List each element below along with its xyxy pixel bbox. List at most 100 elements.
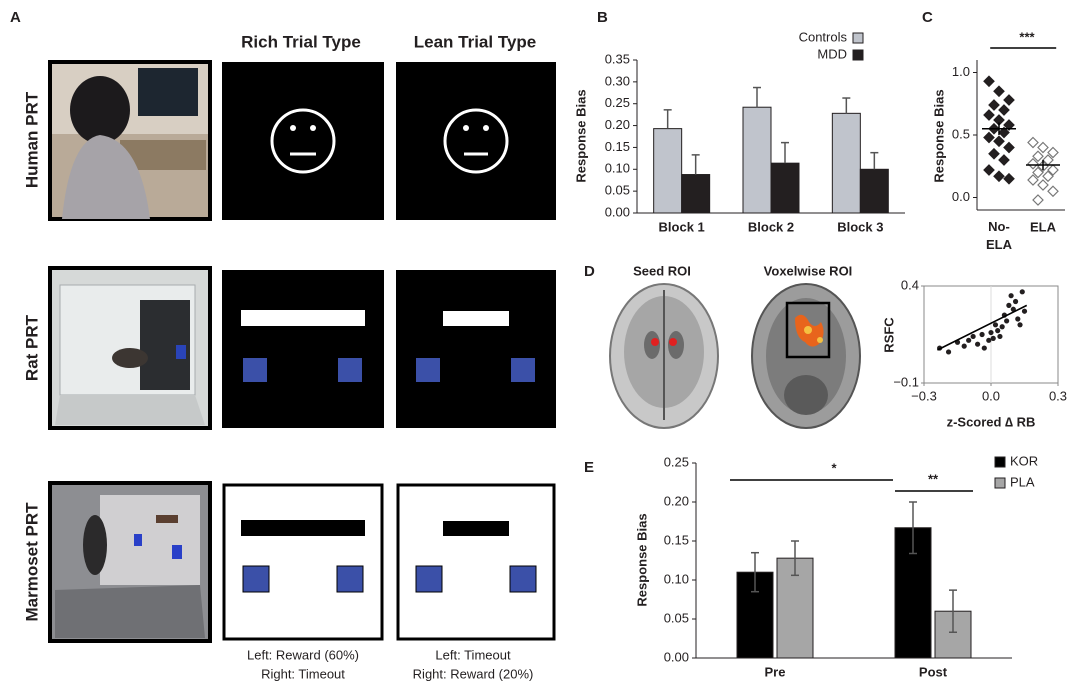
image-title: Seed ROI (633, 263, 691, 278)
stimulus-screen (224, 485, 382, 639)
panel-letter: D (584, 263, 595, 280)
y-tick-label: 0.0 (952, 189, 970, 204)
photo-rat (50, 268, 210, 428)
data-point (946, 349, 951, 354)
data-point (1048, 186, 1058, 196)
y-tick-label: 0.00 (664, 649, 689, 664)
y-tick-label: 0.05 (605, 183, 630, 198)
data-point (1000, 324, 1005, 329)
bar (860, 169, 888, 213)
y-tick-label: 0.4 (901, 277, 919, 292)
significance-label: * (831, 460, 837, 475)
data-point (986, 338, 991, 343)
y-tick-label: −0.1 (893, 374, 919, 389)
y-tick-label: 0.5 (952, 126, 970, 141)
row-label: Human PRT (22, 91, 41, 188)
data-point (1017, 322, 1022, 327)
y-tick-label: 0.20 (664, 493, 689, 508)
data-point (999, 105, 1009, 115)
bar (743, 107, 771, 213)
y-tick-label: 0.10 (664, 571, 689, 586)
bar (682, 175, 710, 213)
y-tick-label: 0.20 (605, 117, 630, 132)
data-point (994, 86, 1004, 96)
data-point (1004, 174, 1014, 184)
x-tick-label: Post (919, 664, 948, 679)
data-point (1009, 293, 1014, 298)
data-point (1004, 318, 1009, 323)
stimulus-screen (398, 485, 554, 639)
bar (771, 163, 799, 213)
y-tick-label: 1.0 (952, 64, 970, 79)
y-tick-label: 0.15 (605, 139, 630, 154)
y-axis-label: Response Bias (573, 89, 588, 182)
row-label: Marmoset PRT (22, 502, 41, 622)
stimulus-screen (222, 270, 384, 428)
data-point (966, 338, 971, 343)
y-axis-label: RSFC (881, 317, 896, 353)
data-point (962, 344, 967, 349)
data-point (971, 334, 976, 339)
data-point (999, 155, 1009, 165)
data-point (984, 110, 994, 120)
trend-line (937, 305, 1026, 350)
data-point (1006, 303, 1011, 308)
data-point (1020, 289, 1025, 294)
data-point (1038, 180, 1048, 190)
significance-label: ** (928, 471, 939, 486)
image-title: Voxelwise ROI (764, 263, 853, 278)
caption: Right: Timeout (261, 666, 345, 681)
data-point (984, 76, 994, 86)
data-point (982, 345, 987, 350)
row-label: Rat PRT (22, 314, 41, 381)
panel-letter: B (597, 9, 608, 26)
data-point (984, 165, 994, 175)
column-title: Rich Trial Type (241, 32, 361, 51)
y-axis-label: Response Bias (634, 513, 649, 606)
data-point (1004, 143, 1014, 153)
data-point (979, 332, 984, 337)
bar (654, 129, 682, 213)
x-tick-label: Block 2 (748, 219, 794, 234)
x-tick-label: 0.0 (982, 388, 1000, 403)
data-point (994, 136, 1004, 146)
legend-swatch (995, 478, 1005, 488)
data-point (997, 334, 1002, 339)
y-tick-label: 0.10 (605, 161, 630, 176)
data-point (984, 133, 994, 143)
x-tick-label: Block 1 (659, 219, 705, 234)
data-point (1022, 309, 1027, 314)
figure: A Rich Trial Type Lean Trial Type Human … (0, 0, 1073, 682)
data-point (1038, 143, 1048, 153)
photo-marmoset (50, 483, 210, 641)
y-tick-label: 0.25 (605, 95, 630, 110)
stimulus-screen (396, 270, 556, 428)
brain-image (610, 284, 718, 428)
data-point (989, 100, 999, 110)
y-axis-label: Response Bias (931, 89, 946, 182)
brain-image (752, 284, 860, 428)
data-point (1004, 95, 1014, 105)
caption: Right: Reward (20%) (413, 666, 534, 681)
column-title: Lean Trial Type (414, 32, 537, 51)
data-point (1028, 138, 1038, 148)
y-tick-label: 0.35 (605, 51, 630, 66)
panel-letter: E (584, 459, 594, 476)
y-tick-label: 0.30 (605, 73, 630, 88)
data-point (995, 328, 1000, 333)
stimulus-screen (396, 62, 556, 220)
data-point (991, 336, 996, 341)
x-tick-label: ELA (1030, 219, 1057, 234)
legend-label: Controls (799, 29, 848, 44)
x-tick-label: No-ELA (986, 219, 1013, 252)
photo-human (50, 62, 210, 219)
x-tick-label: Pre (765, 664, 786, 679)
y-tick-label: 0.00 (605, 204, 630, 219)
data-point (1033, 195, 1043, 205)
data-point (989, 149, 999, 159)
x-axis-label: z-Scored ∆ RB (947, 414, 1036, 429)
significance-label: *** (1019, 29, 1035, 44)
panel-letter: A (10, 9, 21, 26)
y-tick-label: 0.25 (664, 454, 689, 469)
legend-swatch (995, 457, 1005, 467)
